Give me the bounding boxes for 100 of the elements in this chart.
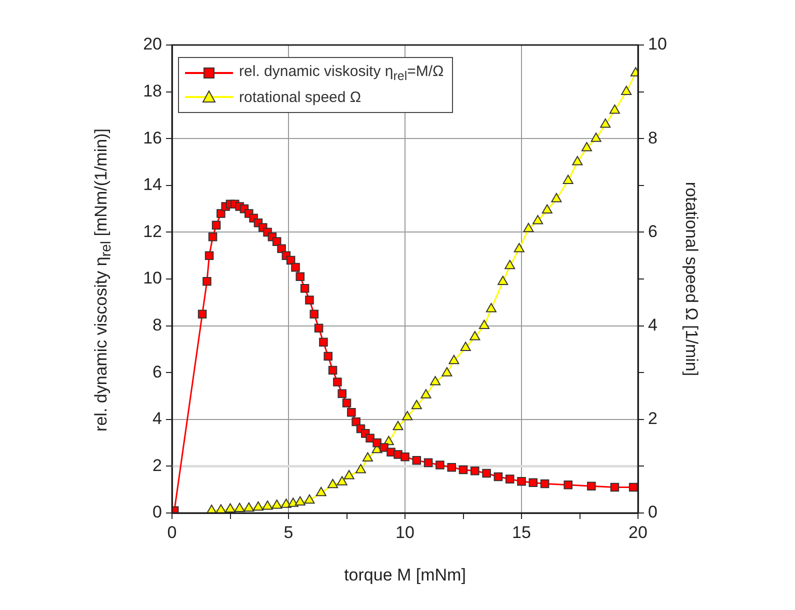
y-tick-label: 6 (152, 362, 162, 382)
point (517, 477, 526, 486)
point (392, 420, 404, 430)
legend-label: rel. dynamic viskosity η$_{rel}$=M/Ω (239, 63, 444, 83)
point (310, 310, 319, 318)
x-tick-label: 10 (396, 522, 414, 542)
point (628, 482, 638, 492)
point (498, 276, 508, 286)
point (532, 214, 544, 224)
point (424, 458, 433, 468)
point (572, 156, 583, 166)
y2-tick-label: 6 (648, 222, 658, 241)
y-tick-label: 20 (143, 34, 162, 54)
point (430, 376, 441, 386)
y-tick-label: 0 (152, 502, 162, 522)
y-tick-label: 8 (152, 315, 162, 334)
point (590, 132, 602, 142)
point (402, 411, 413, 420)
point (470, 466, 480, 476)
x-tick-label: 0 (167, 522, 177, 542)
point (316, 486, 326, 496)
point (252, 501, 264, 511)
point (362, 452, 373, 462)
point (347, 408, 356, 417)
point (528, 478, 538, 487)
point (411, 400, 422, 410)
y-tick-label: 14 (143, 175, 162, 194)
y2-tick-label: 4 (648, 315, 658, 334)
point (304, 494, 315, 504)
point (610, 482, 620, 492)
point (272, 237, 282, 246)
point (420, 389, 432, 398)
point (609, 104, 620, 114)
point (224, 503, 236, 513)
legend-label: rotational speed Ω (239, 88, 362, 106)
point (212, 220, 221, 230)
point (540, 479, 550, 488)
point (216, 209, 226, 218)
y-tick-label: 10 (143, 268, 162, 288)
point (262, 500, 273, 510)
y-tick-label: 2 (152, 456, 162, 475)
point (355, 464, 366, 474)
point (482, 468, 491, 478)
point (291, 262, 300, 272)
point (505, 474, 514, 484)
point (551, 192, 562, 202)
point (504, 260, 516, 270)
point (372, 438, 382, 448)
point (436, 460, 444, 470)
point (366, 434, 374, 443)
x-tick-label: 15 (512, 522, 531, 542)
point (328, 366, 338, 375)
y2-tick-label: 8 (648, 128, 658, 148)
point (380, 443, 388, 452)
point (296, 272, 305, 282)
point (294, 496, 306, 506)
y2-tick-label: 2 (648, 409, 658, 428)
x-tick-label: 20 (628, 522, 648, 542)
x-axis-title: torque M [mNm] (344, 565, 466, 584)
y-tick-label: 16 (143, 128, 162, 148)
point (336, 476, 348, 486)
y-tick-label: 12 (143, 222, 162, 241)
point (328, 478, 338, 488)
point (333, 378, 342, 386)
point (458, 465, 468, 474)
y-tick-label: 4 (152, 409, 162, 428)
point (564, 480, 572, 490)
point (319, 338, 328, 347)
point (234, 502, 245, 512)
point (494, 472, 503, 482)
point (204, 251, 214, 260)
point (587, 482, 596, 490)
point (344, 470, 354, 480)
point (314, 324, 324, 333)
point (514, 243, 524, 252)
y2-axis-title: rotational speed Ω [1/min] (682, 182, 702, 376)
point (486, 302, 496, 312)
point (244, 502, 254, 512)
point (400, 452, 410, 462)
point (300, 284, 310, 293)
point (600, 118, 611, 128)
point (523, 222, 534, 232)
point (198, 310, 207, 318)
point (352, 417, 360, 426)
point (338, 389, 346, 398)
point (202, 276, 212, 286)
point (288, 498, 298, 507)
point (460, 342, 471, 352)
point (478, 320, 490, 330)
point (562, 174, 574, 184)
point (442, 367, 452, 376)
point (447, 462, 456, 472)
point (277, 244, 286, 253)
point (324, 352, 332, 361)
point (542, 204, 552, 214)
point (412, 456, 422, 465)
y2-tick-label: 10 (648, 34, 667, 54)
point (342, 398, 352, 408)
x-tick-label: 5 (284, 522, 294, 542)
point (208, 232, 218, 242)
